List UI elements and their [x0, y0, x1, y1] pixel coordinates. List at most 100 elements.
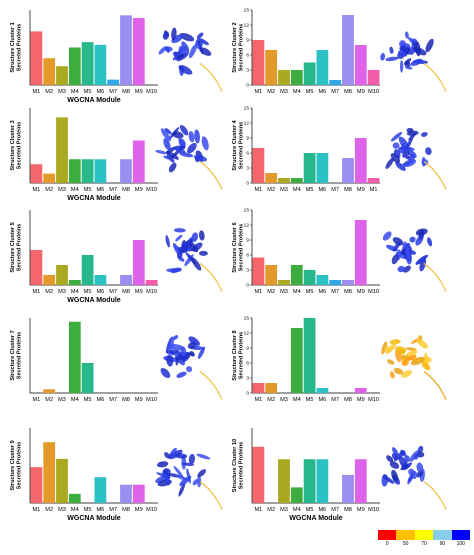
ribbon-segment [179, 32, 195, 42]
chart-panel-10: Structure Cluster 10Secreted Proteins M1 M… [232, 428, 380, 522]
bar-m4 [290, 178, 303, 183]
x-tick-label: M3 [58, 397, 66, 403]
ribbon-segment [389, 46, 394, 54]
colorbar-tick-label: 50 [402, 541, 409, 547]
x-tick-label: M8 [344, 397, 352, 403]
y-tick-label: 12 [244, 223, 250, 229]
ribbon-segment [397, 348, 406, 355]
x-tick-label: M10 [146, 397, 157, 403]
ribbon-segment [187, 241, 199, 253]
ribbon-segment [399, 60, 404, 73]
protein-structure-2 [380, 31, 447, 92]
y-tick-label: 0 [246, 181, 249, 187]
bar-m1 [367, 178, 380, 183]
y-tick-label: 6 [246, 151, 249, 157]
ribbon-segment [198, 230, 205, 241]
x-tick-label: M4 [71, 507, 79, 513]
ribbon-segment [165, 46, 170, 53]
x-tick-label: M2 [45, 397, 53, 403]
x-tick-label: M5 [84, 89, 92, 95]
ribbon-segment [392, 240, 402, 252]
ribbon-segment [196, 32, 204, 39]
bar-m4 [68, 280, 81, 285]
bar-m5 [81, 255, 94, 285]
x-tick-label: M1 [33, 187, 41, 193]
colorbar-segment [433, 530, 452, 540]
x-tick-label: M9 [357, 397, 365, 403]
bar-m5 [303, 270, 316, 285]
ribbon-segment [163, 30, 169, 37]
x-tick-label: M8 [122, 397, 130, 403]
x-tick-label: M1 [255, 187, 263, 193]
ribbon-segment [171, 34, 184, 44]
ribbon-segment [166, 268, 182, 273]
bar-m1 [30, 164, 43, 183]
x-tick-label: M5 [306, 507, 314, 513]
bar-m6 [316, 153, 329, 183]
x-tick-label: M5 [84, 187, 92, 193]
colorbar-tick-label: 100 [456, 541, 465, 547]
x-tick-label: M3 [280, 507, 288, 513]
x-tick-label: M4 [293, 187, 301, 193]
chart-panel-1: Structure Cluster 1Secreted Proteins M1 M2… [10, 10, 158, 104]
x-tick-label: M6 [97, 187, 105, 193]
x-tick-label: M8 [344, 507, 352, 513]
x-tick-label: M2 [45, 89, 53, 95]
ribbon-segment [201, 136, 209, 151]
x-tick-label: M8 [122, 289, 130, 295]
y-tick-label: 15 [244, 106, 250, 112]
ribbon-segment [179, 46, 188, 57]
ribbon-segment [178, 138, 186, 145]
y-tick-label: 3 [246, 166, 249, 172]
bar-m8 [120, 484, 132, 503]
protein-structure-4 [385, 127, 447, 190]
ribbon-segment [178, 482, 186, 497]
bar-m3 [278, 70, 290, 85]
protein-structure-10 [381, 445, 447, 510]
x-tick-label: M6 [319, 507, 327, 513]
x-tick-label: M4 [71, 89, 79, 95]
x-tick-label: M10 [368, 289, 379, 295]
ribbon-segment [410, 356, 425, 366]
ribbon-segment [186, 366, 193, 373]
bar-m1 [30, 250, 43, 285]
ribbon-segment [181, 238, 194, 248]
bar-m1 [30, 31, 43, 85]
ribbon-segment [407, 475, 414, 482]
protein-structure-6 [382, 228, 447, 292]
x-tick-label: M9 [135, 397, 143, 403]
bar-m2 [265, 265, 278, 285]
bar-m2 [43, 275, 56, 285]
ribbon-segment [404, 31, 409, 39]
chart-panel-6: Structure Cluster 6Secreted Proteins 0 3 6 9… [232, 208, 380, 295]
ribbon-segment [427, 237, 433, 247]
x-tick-label: M2 [45, 289, 53, 295]
bar-m9 [132, 240, 145, 285]
x-tick-label: M5 [306, 89, 314, 95]
x-tick-label: M1 [255, 89, 263, 95]
x-tick-label: M10 [146, 187, 157, 193]
ribbon-segment [191, 257, 202, 271]
x-tick-label: M1 [33, 289, 41, 295]
x-tick-label: M4 [293, 89, 301, 95]
y-tick-label: 0 [246, 83, 249, 89]
x-tick-label: M4 [71, 187, 79, 193]
bar-m4 [290, 328, 303, 393]
bar-m10 [367, 70, 380, 85]
ribbon-segment [398, 146, 413, 150]
ribbon-segment [187, 142, 197, 154]
chart-panel-2: Structure Cluster 2Secreted Proteins 0 3 6 9… [232, 8, 380, 95]
x-tick-label: M8 [344, 89, 352, 95]
bar-m3 [56, 265, 68, 285]
disordered-tail [423, 263, 447, 292]
ribbon-segment [416, 462, 424, 473]
bar-m6 [316, 459, 329, 503]
bar-m1 [252, 257, 265, 285]
bar-m1 [252, 148, 265, 183]
bar-m4 [68, 159, 81, 183]
protein-structure-9 [155, 447, 223, 510]
ribbon-segment [165, 235, 170, 248]
ribbon-segment [400, 355, 411, 359]
y-tick-label: 0 [246, 283, 249, 289]
